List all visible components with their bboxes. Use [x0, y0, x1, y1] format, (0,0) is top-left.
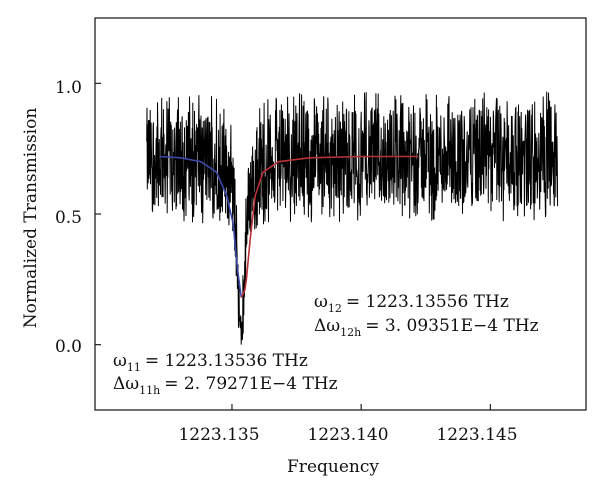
y-tick-label-0: 0.0 — [55, 337, 82, 357]
omega-12-symbol: ω — [314, 292, 328, 312]
axis-ticks — [95, 82, 491, 410]
delta-omega-12h-value: = 3. 09351E−4 THz — [365, 316, 538, 336]
delta-omega-12h-subscript: 12h — [340, 326, 361, 339]
measured-noisy-signal — [146, 91, 559, 345]
svg-text:Δω12h= 3. 09351E−4 THz: Δω12h = 3. 09351E−4 THz — [314, 316, 539, 339]
annotation-omega-12: ω12 = 1223.13556 THz Δω12h = 3. 09351E−4 T… — [314, 292, 539, 339]
x-axis-title: Frequency — [287, 457, 379, 477]
svg-text:ω12= 1223.13556 THz: ω12 = 1223.13556 THz — [314, 292, 509, 315]
delta-omega-12h-symbol: Δω — [314, 316, 340, 336]
delta-omega-11h-value: = 2. 79271E−4 THz — [164, 374, 337, 394]
fit-curves — [159, 155, 418, 298]
x-tick-label-1: 1223.140 — [307, 425, 388, 445]
fit-curve-left-blue — [159, 155, 243, 298]
y-tick-label-1: 0.5 — [55, 208, 82, 228]
delta-omega-11h-subscript: 11h — [139, 384, 160, 397]
fit-curve-right-red — [240, 155, 418, 298]
delta-omega-11h-symbol: Δω — [113, 374, 139, 394]
svg-text:Δω11h= 2. 79271E−4 THz: Δω11h = 2. 79271E−4 THz — [113, 374, 338, 397]
omega-11-subscript: 11 — [127, 361, 141, 374]
y-axis-title: Normalized Transmission — [21, 108, 41, 329]
annotation-omega-11: ω11 = 1223.13536 THz Δω11h = 2. 79271E−4 T… — [113, 351, 338, 397]
x-tick-label-0: 1223.135 — [178, 425, 259, 445]
x-tick-label-2: 1223.145 — [436, 425, 517, 445]
y-tick-label-2: 1.0 — [55, 78, 82, 98]
series-measured-line — [146, 91, 559, 345]
omega-11-value: = 1223.13536 THz — [145, 351, 308, 371]
omega-12-subscript: 12 — [328, 302, 342, 315]
omega-12-value: = 1223.13556 THz — [346, 292, 509, 312]
omega-11-symbol: ω — [113, 351, 127, 371]
svg-text:ω11= 1223.13536 THz: ω11 = 1223.13536 THz — [113, 351, 308, 374]
